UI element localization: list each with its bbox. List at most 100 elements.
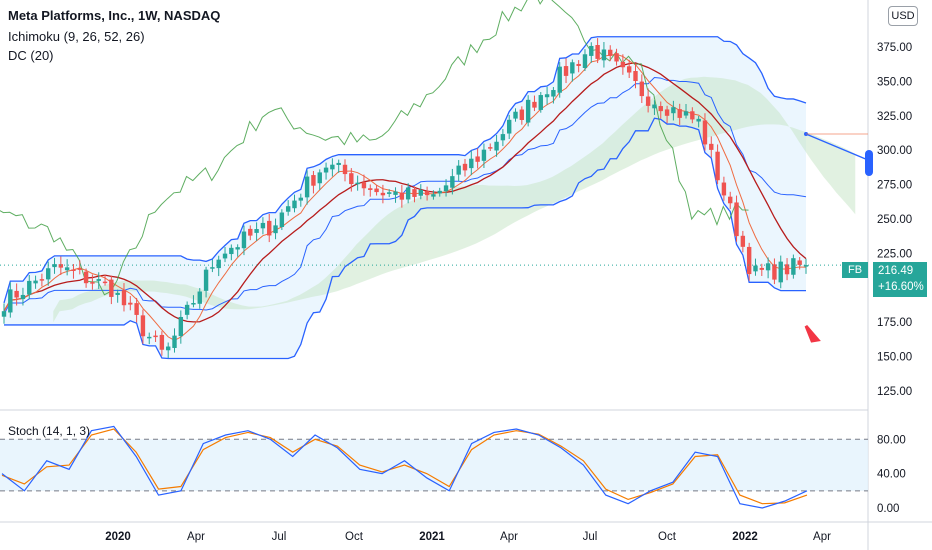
candle-body xyxy=(734,202,739,237)
candle-body xyxy=(601,49,607,61)
candle-body xyxy=(715,151,720,181)
stoch-legend[interactable]: Stoch (14, 1, 3) xyxy=(8,424,91,438)
candle-body xyxy=(696,118,701,122)
candle-body xyxy=(437,190,442,194)
candle-body xyxy=(159,334,165,350)
candle-body xyxy=(614,53,619,62)
candle-body xyxy=(387,192,392,194)
stoch-tick-label: 0.00 xyxy=(877,503,899,515)
candle-body xyxy=(248,228,253,236)
candle-body xyxy=(134,303,139,315)
candle-body xyxy=(8,289,13,313)
projection-line xyxy=(805,133,869,161)
candle-body xyxy=(349,173,354,185)
time-tick-label: 2021 xyxy=(419,531,445,543)
last-price-value: 216.49 xyxy=(878,265,914,277)
candle-body xyxy=(721,182,727,196)
candle-body xyxy=(197,291,202,304)
candle-body xyxy=(39,279,45,281)
ichimoku-legend[interactable]: Ichimoku (9, 26, 52, 26) xyxy=(8,29,145,44)
candle-body xyxy=(525,99,531,123)
candle-body xyxy=(121,290,127,306)
candle-body xyxy=(690,111,695,120)
candle-body xyxy=(778,261,783,283)
candle-body xyxy=(203,269,209,291)
candle-body xyxy=(115,292,120,295)
candle-body xyxy=(58,264,64,268)
candle-body xyxy=(728,196,733,204)
candle-body xyxy=(759,267,764,270)
candle-body xyxy=(172,335,177,348)
ichimoku-conversion-line xyxy=(3,53,807,341)
candle-body xyxy=(570,62,575,74)
candle-body xyxy=(469,158,474,169)
candle-body xyxy=(342,164,348,175)
candle-body xyxy=(330,164,335,170)
candle-body xyxy=(424,191,430,196)
candle-body xyxy=(165,346,171,351)
candle-body xyxy=(273,225,278,234)
candle-body xyxy=(267,220,272,236)
candle-body xyxy=(431,194,436,197)
donchian-upper xyxy=(3,36,807,304)
candle-body xyxy=(538,95,543,110)
candle-body xyxy=(399,192,405,200)
price-tick-label: 150.00 xyxy=(877,352,912,364)
candle-body xyxy=(544,94,550,98)
price-tick-label: 125.00 xyxy=(877,386,912,398)
candle-body xyxy=(241,231,247,249)
stoch-d-line xyxy=(1,428,808,505)
symbol-tag: FB xyxy=(842,262,868,278)
candle-body xyxy=(620,61,626,68)
candle-body xyxy=(645,96,651,106)
candle-body xyxy=(184,304,190,315)
candle-body xyxy=(380,192,386,196)
candle-body xyxy=(450,176,455,188)
candle-body xyxy=(753,265,758,272)
candle-body xyxy=(52,264,57,268)
currency-button[interactable]: USD xyxy=(888,6,918,26)
time-tick-label: 2020 xyxy=(105,531,131,543)
candle-body xyxy=(20,294,26,300)
price-tick-label: 275.00 xyxy=(877,180,912,192)
candle-body xyxy=(658,106,663,112)
stoch-tick-label: 40.00 xyxy=(877,469,906,481)
candle-body xyxy=(229,247,234,255)
donchian-legend[interactable]: DC (20) xyxy=(8,48,54,63)
candle-body xyxy=(683,111,689,116)
chart-title[interactable]: Meta Platforms, Inc., 1W, NASDAQ xyxy=(8,8,221,23)
candle-body xyxy=(664,109,670,116)
candle-body xyxy=(481,149,487,161)
stoch-band xyxy=(0,439,868,491)
donchian-lower xyxy=(4,117,806,360)
candle-body xyxy=(140,315,146,337)
candle-body xyxy=(90,282,95,284)
candle-body xyxy=(475,156,480,162)
candle-body xyxy=(254,229,259,233)
price-tick-label: 300.00 xyxy=(877,145,912,157)
price-tick-label: 175.00 xyxy=(877,317,912,329)
candle-body xyxy=(46,268,51,280)
time-tick-label: Oct xyxy=(658,531,677,543)
candle-body xyxy=(285,206,291,212)
candle-body xyxy=(494,141,499,151)
candle-body xyxy=(279,212,285,228)
candle-body xyxy=(671,107,676,114)
last-price-tag: 216.49 +16.60% xyxy=(873,262,927,297)
candle-body xyxy=(361,182,367,189)
candle-body xyxy=(513,111,518,119)
time-tick-label: Apr xyxy=(500,531,518,543)
candle-body xyxy=(27,280,32,295)
candle-body xyxy=(519,109,525,120)
candle-body xyxy=(260,222,266,229)
price-tick-label: 325.00 xyxy=(877,111,912,123)
stoch-tick-label: 80.00 xyxy=(877,434,906,446)
candle-body xyxy=(500,134,506,141)
candle-body xyxy=(709,143,714,150)
candle-body xyxy=(1,311,7,317)
candle-body xyxy=(551,90,556,97)
candle-body xyxy=(765,263,771,271)
candle-body xyxy=(153,335,158,338)
candle-body xyxy=(405,187,411,200)
